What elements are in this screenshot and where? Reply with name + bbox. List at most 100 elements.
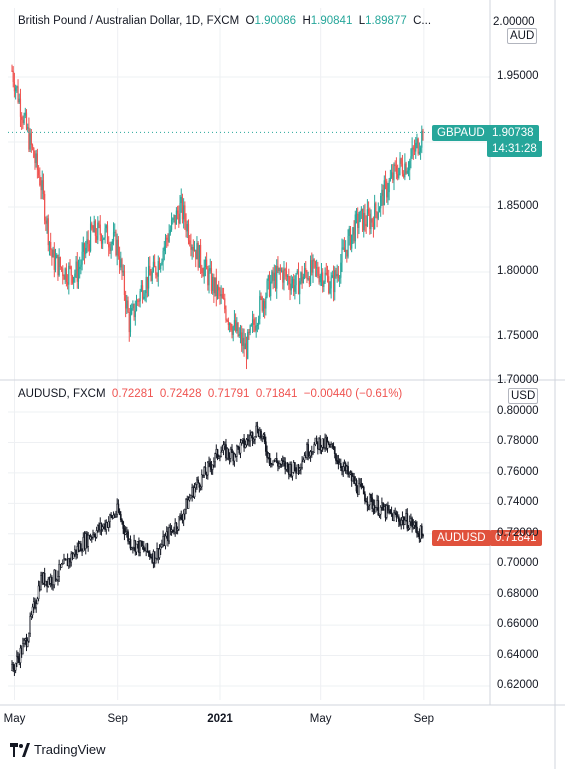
gbpaud-candle-body	[207, 269, 209, 286]
gbpaud-candle-body	[336, 273, 338, 277]
gbpaud-candle-body	[254, 325, 256, 331]
audusd-symbol-tag: AUDUSD	[432, 530, 491, 546]
gbpaud-candle-body	[44, 193, 46, 221]
audusd-candle-body	[107, 521, 110, 528]
gbpaud-candle-body	[166, 237, 168, 240]
gbpaud-candle-body	[418, 151, 420, 154]
audusd-candle-body	[213, 461, 215, 466]
gbpaud-candle-body	[346, 249, 348, 257]
audusd-candle-body	[339, 463, 342, 469]
gbpaud-candle-body	[337, 273, 339, 278]
audusd-candle-body	[100, 523, 103, 530]
tradingview-logo[interactable]: TradingView	[10, 742, 106, 757]
audusd-candle-body	[211, 464, 214, 470]
gbpaud-candle-body	[265, 296, 267, 309]
audusd-candle-body	[159, 546, 162, 550]
gbpaud-candle-body	[147, 265, 150, 289]
gbpaud-candle-body	[111, 241, 113, 245]
gbpaud-candle-body	[99, 224, 101, 236]
gbpaud-candle-body	[397, 174, 399, 178]
gbpaud-candle-body	[232, 326, 234, 335]
gbpaud-candle-body	[12, 70, 14, 83]
audusd-candle-body	[182, 513, 185, 521]
gbpaud-candle-body	[359, 210, 361, 222]
bottom-currency-badge[interactable]: USD	[508, 388, 539, 404]
gbpaud-candle-body	[213, 276, 215, 294]
gbpaud-candle-body	[393, 164, 395, 181]
gbpaud-candle-body	[294, 285, 296, 292]
top-ytick-label: 1.85000	[497, 200, 539, 212]
gbpaud-candle-body	[309, 260, 312, 285]
gbpaud-candle-body	[271, 271, 273, 282]
gbpaud-candle-body	[100, 235, 103, 244]
audusd-candle-body	[360, 482, 363, 487]
audusd-candle-body	[347, 466, 349, 475]
gbpaud-candle-body	[261, 297, 263, 311]
gbpaud-candle-body	[143, 296, 145, 299]
gbpaud-candle-body	[347, 235, 349, 257]
audusd-candle-body	[148, 552, 151, 558]
gbpaud-candle-body	[369, 213, 371, 230]
audusd-change: −0.00440 (−0.61%)	[303, 388, 403, 400]
audusd-candle-body	[375, 507, 377, 513]
audusd-candle-body	[370, 494, 372, 499]
gbpaud-candle-body	[206, 259, 208, 270]
gbpaud-candle-body	[349, 228, 352, 249]
gbpaud-candle-body	[15, 87, 17, 92]
bottom-ytick-label: 0.66000	[497, 618, 539, 631]
gbpaud-candle-body	[137, 300, 139, 302]
gbpaud-candle-body	[360, 208, 362, 211]
audusd-candle-body	[168, 527, 170, 542]
audusd-candle-body	[315, 437, 318, 442]
x-tick-label: 2021	[207, 713, 233, 725]
gbpaud-candle-body	[141, 285, 144, 299]
gbpaud-candle-body	[81, 251, 83, 265]
gbpaud-candle-body	[30, 133, 32, 145]
gbpaud-candle-body	[216, 286, 219, 296]
gbpaud-candle-body	[185, 221, 187, 232]
audusd-candle-body	[239, 442, 242, 454]
gbpaud-candle-body	[358, 221, 360, 228]
gbpaud-candle-body	[73, 277, 75, 283]
audusd-ohlc-header: AUDUSD, FXCM 0.72281 0.72428 0.71791 0.7…	[18, 388, 402, 400]
gbpaud-candle-body	[277, 265, 279, 272]
gbpaud-candle-body	[390, 172, 393, 178]
gbpaud-candle-body	[208, 271, 210, 286]
top-currency-badge[interactable]: 2.00000 AUD	[493, 16, 538, 44]
audusd-candle-body	[378, 513, 381, 516]
audusd-candle-body	[382, 502, 384, 511]
audusd-candle-body	[101, 526, 104, 530]
gbpaud-candle-body	[152, 261, 155, 272]
audusd-candle-body	[194, 484, 197, 489]
audusd-candle-body	[115, 514, 117, 517]
audusd-candle-body	[87, 534, 90, 547]
top-ytick-label: 1.75000	[497, 330, 539, 342]
audusd-candle-body	[57, 576, 59, 580]
audusd-candle-body	[337, 460, 340, 465]
x-tick-label: Sep	[413, 713, 435, 725]
gbpaud-candle-body	[215, 277, 217, 296]
audusd-candle-body	[31, 606, 34, 616]
gbpaud-candle-body	[104, 228, 106, 238]
gbpaud-candle-body	[249, 325, 251, 333]
gbpaud-candle-body	[330, 277, 332, 289]
audusd-candle-body	[122, 521, 125, 529]
audusd-candle-body	[256, 425, 259, 433]
gbpaud-candle-body	[23, 115, 25, 124]
gbpaud-candle-body	[295, 273, 297, 286]
audusd-candle-body	[411, 518, 413, 528]
gbpaud-candle-body	[226, 320, 228, 322]
gbpaud-candle-body	[189, 240, 191, 244]
gbpaud-candle-body	[80, 264, 82, 267]
gbpaud-candle-body	[285, 270, 288, 277]
x-tick-label: May	[309, 713, 332, 725]
audusd-candle-body	[15, 656, 18, 664]
audusd-candle-body	[390, 512, 393, 515]
gbpaud-candle-body	[214, 277, 216, 294]
audusd-candle-body	[308, 455, 311, 458]
gbpaud-candle-body	[331, 275, 333, 278]
gbpaud-candle-body	[250, 324, 252, 326]
audusd-candle-body	[275, 458, 278, 463]
audusd-title: AUDUSD, FXCM	[18, 388, 106, 400]
gbpaud-candle-body	[258, 318, 260, 326]
